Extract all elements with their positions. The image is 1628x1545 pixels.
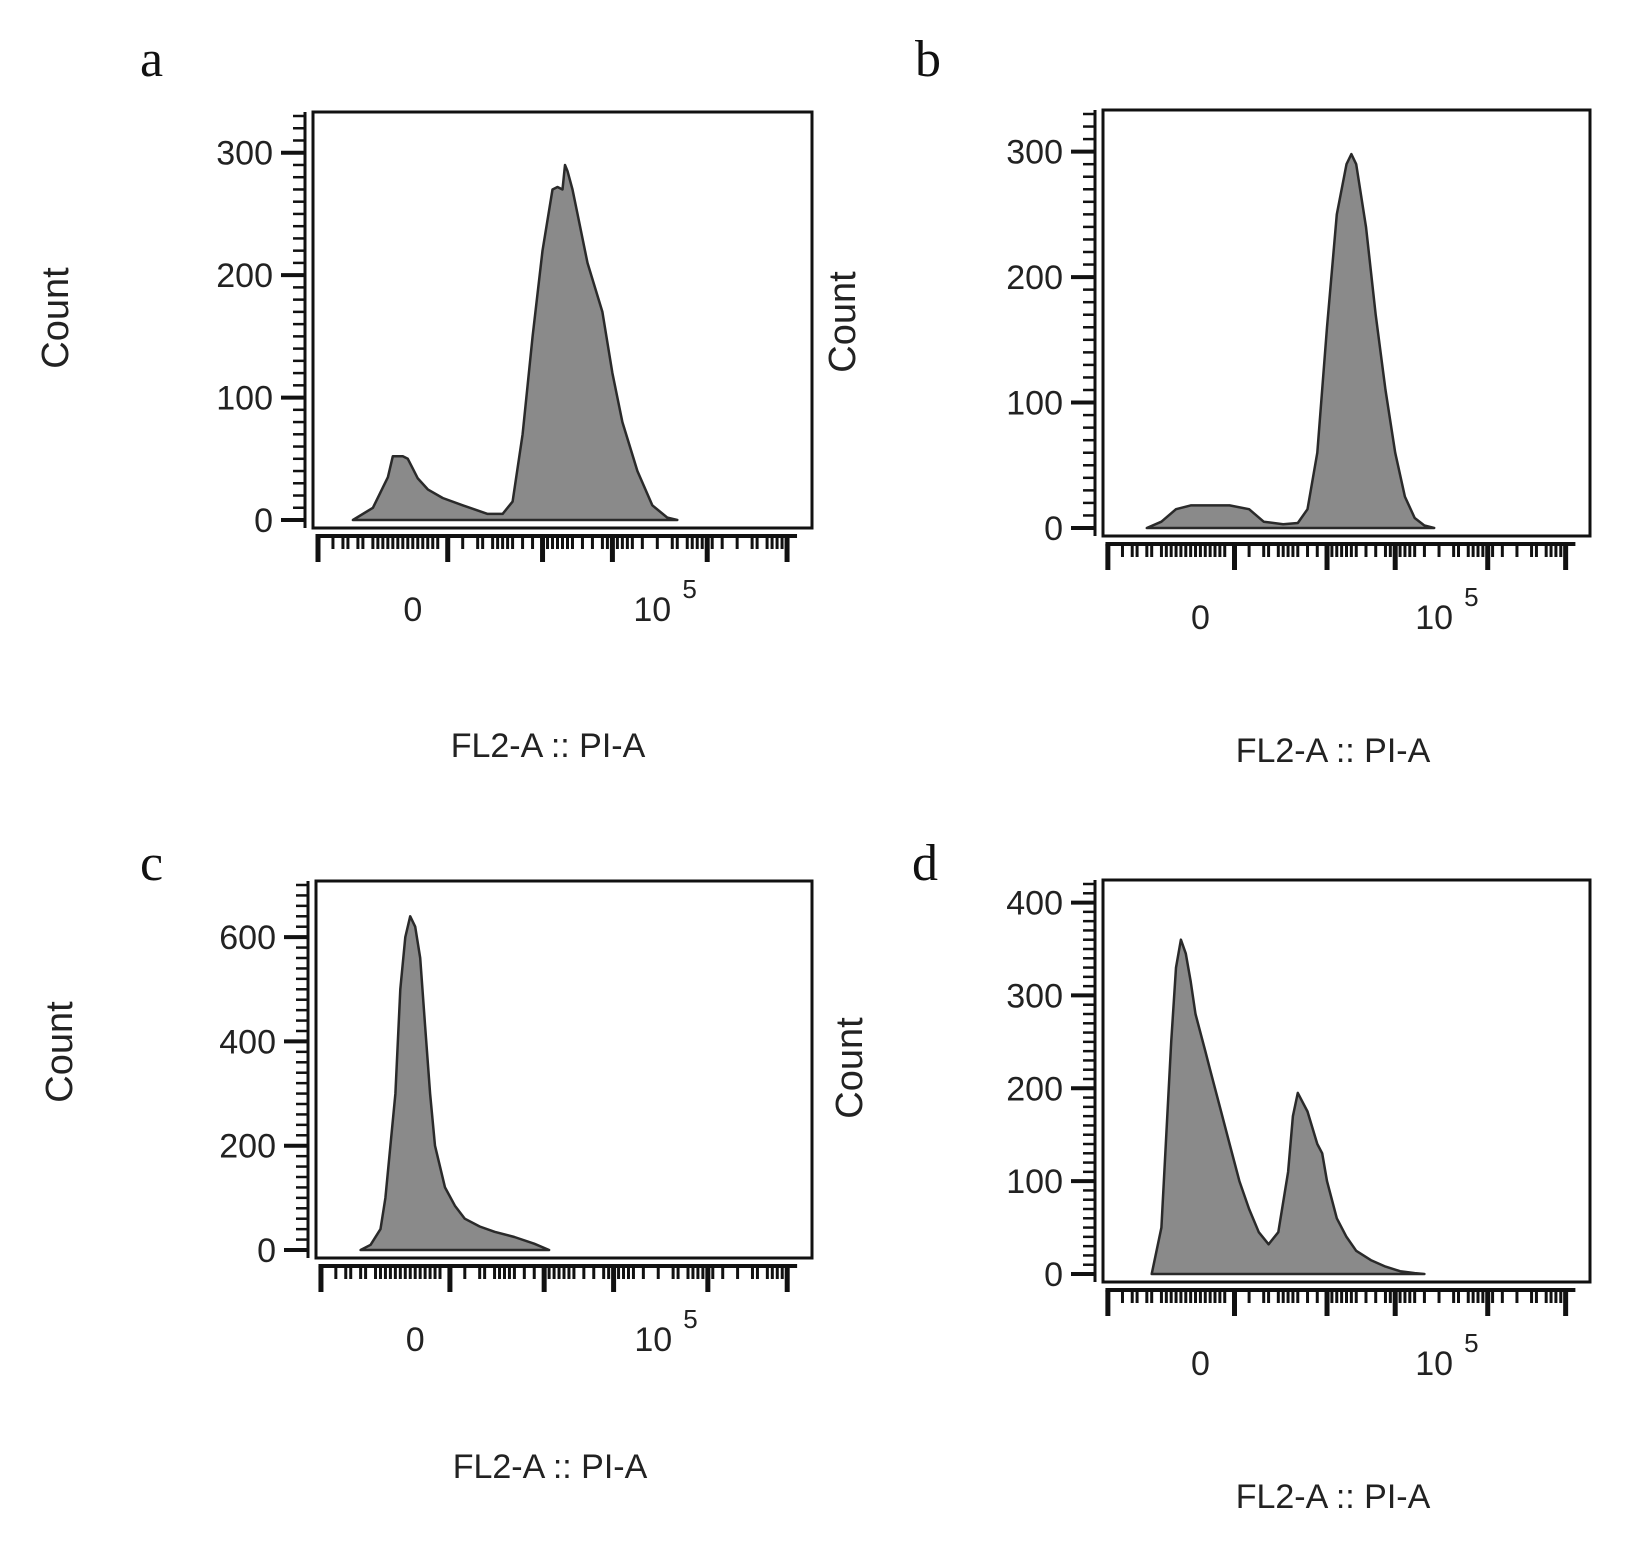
y-tick-label-c: 0 — [257, 1232, 276, 1270]
y-axis-label-d: Count — [829, 1017, 871, 1119]
y-axis-label-b: Count — [822, 271, 864, 373]
x-tick-label-d: 0 — [1191, 1345, 1210, 1383]
histogram-area-b — [1145, 152, 1436, 530]
y-tick-label-c: 600 — [219, 919, 276, 957]
plot-b: 0 100 200 300 0 10 5 — [1006, 108, 1592, 637]
y-axis-label-c: Count — [39, 1001, 81, 1103]
panel-letter-b: b — [915, 31, 941, 88]
y-tick-label-d: 400 — [1006, 885, 1063, 923]
y-tick-label-d: 0 — [1044, 1256, 1063, 1294]
plot-frame-c — [314, 879, 814, 1260]
x-tick-exponent-a: 5 — [682, 574, 696, 604]
x-axis-label-d: FL2-A :: PI-A — [1236, 1478, 1431, 1516]
y-tick-label-b: 0 — [1044, 510, 1063, 548]
x-tick-label-b: 10 — [1415, 599, 1453, 637]
histogram-area-d — [1150, 938, 1426, 1276]
x-tick-exponent-b: 5 — [1464, 582, 1478, 612]
plot-c: 0 200 400 600 0 10 5 — [219, 879, 814, 1359]
histogram-area-c — [359, 915, 551, 1252]
y-tick-label-d: 200 — [1006, 1070, 1063, 1108]
y-tick-label-a: 100 — [216, 380, 273, 418]
plot-frame-a — [311, 110, 814, 530]
plot-frame-b — [1101, 108, 1592, 538]
x-tick-label-b: 0 — [1191, 599, 1210, 637]
plot-frame-d — [1101, 878, 1592, 1284]
plot-d: 0 100 200 300 400 0 10 5 — [1006, 878, 1592, 1383]
y-tick-label-b: 300 — [1006, 134, 1063, 172]
panel-letter-c: c — [140, 835, 163, 892]
x-tick-label-a: 10 — [633, 591, 671, 629]
x-tick-label-c: 10 — [634, 1321, 672, 1359]
panel-letter-a: a — [140, 31, 163, 88]
y-tick-label-c: 400 — [219, 1023, 276, 1061]
y-tick-label-a: 200 — [216, 257, 273, 295]
x-tick-label-c: 0 — [406, 1321, 425, 1359]
x-axis-label-b: FL2-A :: PI-A — [1236, 732, 1431, 770]
x-tick-exponent-d: 5 — [1464, 1328, 1478, 1358]
y-tick-label-a: 300 — [216, 135, 273, 173]
y-tick-label-d: 100 — [1006, 1163, 1063, 1201]
x-tick-exponent-c: 5 — [683, 1304, 697, 1334]
x-axis-label-a: FL2-A :: PI-A — [451, 727, 646, 765]
y-tick-label-d: 300 — [1006, 977, 1063, 1015]
x-tick-label-a: 0 — [403, 591, 422, 629]
panel-letter-d: d — [912, 835, 938, 892]
plot-a: 0 100 200 300 0 10 5 — [216, 110, 814, 629]
y-tick-label-b: 100 — [1006, 385, 1063, 423]
y-tick-label-a: 0 — [254, 502, 273, 540]
histogram-area-a — [351, 163, 679, 522]
y-tick-label-b: 200 — [1006, 259, 1063, 297]
y-tick-label-c: 200 — [219, 1128, 276, 1166]
y-axis-label-a: Count — [35, 267, 77, 369]
x-axis-label-c: FL2-A :: PI-A — [453, 1448, 648, 1486]
x-tick-label-d: 10 — [1415, 1345, 1453, 1383]
